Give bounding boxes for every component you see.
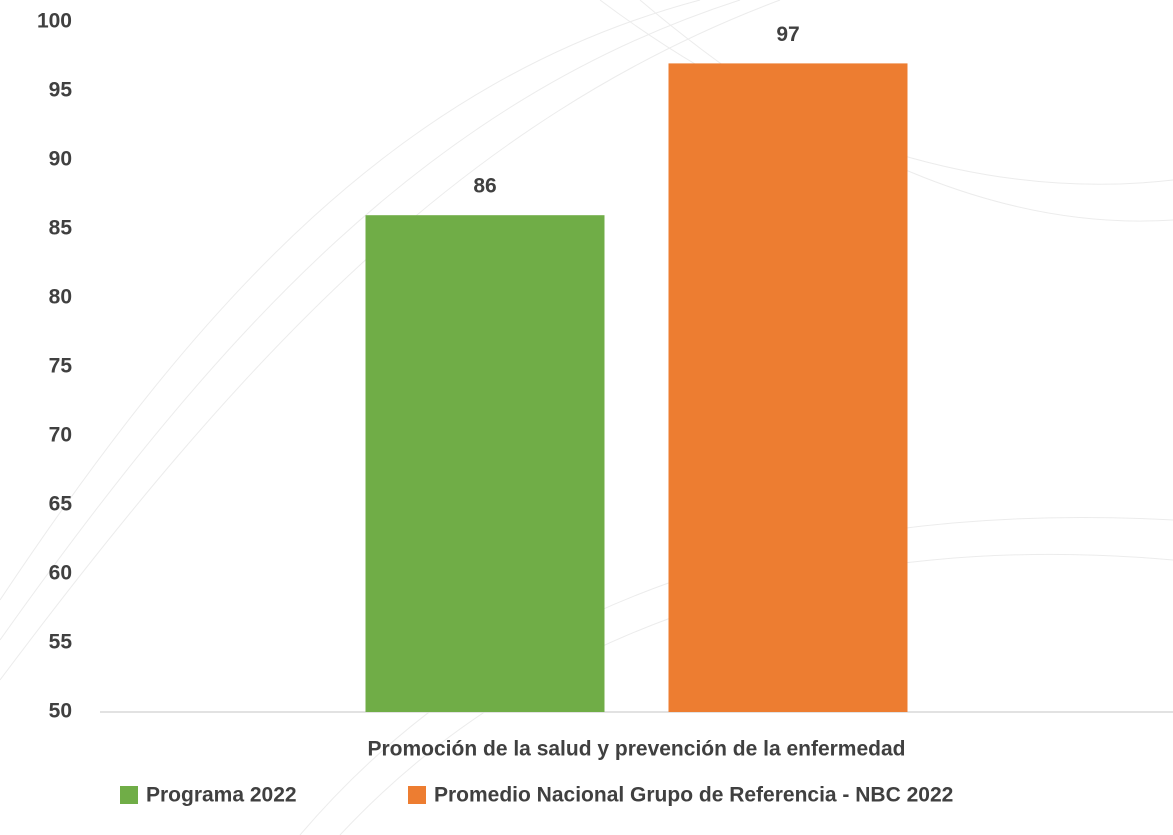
y-tick-label: 80: [49, 286, 72, 309]
legend-swatch: [408, 786, 426, 804]
y-tick-label: 75: [49, 355, 73, 378]
y-tick-label: 60: [49, 562, 72, 585]
y-tick-label: 65: [49, 493, 73, 516]
y-tick-label: 50: [49, 700, 72, 723]
legend-swatch: [120, 786, 138, 804]
legend-label: Promedio Nacional Grupo de Referencia - …: [434, 784, 953, 807]
x-tick-label: Promoción de la salud y prevención de la…: [368, 738, 906, 761]
y-tick-label: 90: [49, 148, 72, 171]
legend-label: Programa 2022: [146, 784, 297, 807]
y-tick-label: 55: [49, 631, 73, 654]
y-tick-label: 70: [49, 424, 72, 447]
bar: [365, 215, 605, 712]
y-tick-label: 95: [49, 79, 73, 102]
data-label: 97: [776, 23, 799, 46]
data-label: 86: [473, 175, 496, 198]
bar: [668, 63, 908, 712]
y-tick-label: 100: [37, 10, 72, 33]
y-tick-label: 85: [49, 217, 73, 240]
